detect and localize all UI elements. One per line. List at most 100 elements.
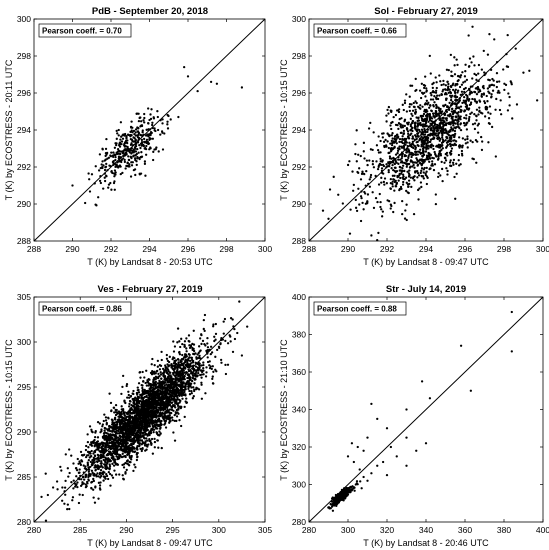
data-point [202,367,205,370]
data-point [119,121,123,124]
data-point [123,158,126,162]
data-point [488,85,491,89]
data-point [102,475,105,478]
data-point [376,238,379,242]
data-point [116,147,120,151]
data-point [431,160,434,163]
data-point [432,144,435,148]
y-tick-label: 298 [292,51,306,61]
data-point [413,161,416,164]
data-point [116,150,120,153]
data-point [121,474,124,477]
data-point [117,418,121,421]
data-point [169,376,172,380]
data-point [183,361,187,364]
data-point [149,146,152,149]
data-point [409,123,412,126]
data-point [498,108,502,112]
data-point [428,160,431,163]
data-point [403,154,407,158]
data-point [180,424,183,428]
data-point [390,204,393,208]
data-point [528,69,531,72]
data-point [491,77,494,81]
data-point [440,93,443,97]
data-point [446,173,449,176]
data-point [396,149,400,153]
data-point [117,134,120,137]
data-point [356,170,359,174]
data-point [468,64,471,68]
data-point [488,122,491,125]
data-point [441,138,444,141]
data-point [111,430,114,433]
data-point [206,360,210,364]
data-point [118,164,122,167]
data-point [465,78,469,82]
data-point [149,113,152,116]
data-point [422,168,425,171]
data-point [436,97,440,101]
data-point [457,106,461,110]
data-point [417,174,421,177]
data-point [403,178,406,181]
data-point [165,357,169,360]
data-point [116,132,119,135]
data-point [141,397,145,401]
data-point [181,397,184,400]
data-point [417,123,420,127]
data-point [362,150,365,153]
data-point [451,129,455,132]
data-point [229,340,232,343]
data-point [140,394,143,398]
data-point [406,170,409,173]
data-point [129,435,132,439]
data-point [445,151,449,155]
data-point [467,34,470,37]
data-point [422,150,425,153]
data-point [430,143,433,147]
data-point [191,397,195,400]
data-point [463,80,467,83]
data-point [448,122,451,125]
data-point [106,442,109,446]
data-point [341,202,344,205]
data-point [202,363,205,367]
data-point [414,170,417,173]
data-point [119,138,122,141]
data-point [190,390,193,393]
data-point [396,123,399,127]
data-point [435,97,438,101]
data-point [103,434,106,437]
data-point [440,141,444,145]
data-point [145,138,149,141]
data-point [465,128,469,131]
data-point [124,461,127,465]
data-point [444,123,448,127]
data-point [482,92,486,95]
data-point [442,116,445,119]
data-point [428,106,431,109]
data-point [192,395,195,398]
data-point [405,218,408,222]
data-point [168,408,172,411]
data-point [130,447,133,450]
data-point [389,177,392,181]
data-point [454,132,457,136]
data-point [99,469,103,472]
data-point [133,463,136,466]
data-point [441,147,444,150]
data-point [478,100,482,103]
data-point [139,146,142,150]
data-point [450,110,453,113]
data-point [454,88,457,91]
data-point [156,115,159,119]
data-point [402,180,405,184]
data-point [74,485,77,488]
data-point [117,166,120,169]
x-tick-label: 288 [27,244,41,254]
data-point [429,103,432,107]
data-point [61,486,64,489]
data-point [89,460,92,464]
data-point [179,345,182,349]
